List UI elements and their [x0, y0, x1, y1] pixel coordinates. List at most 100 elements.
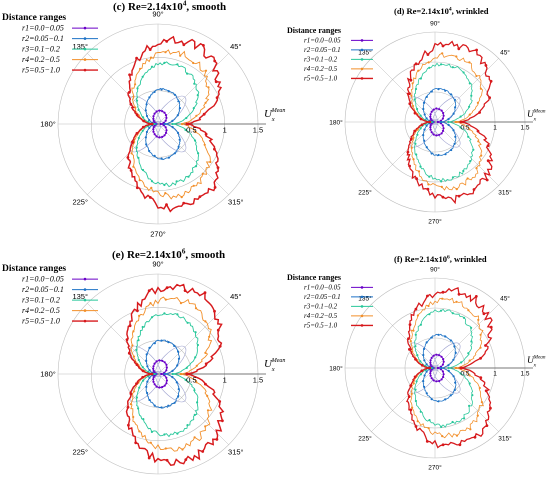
legend-entry: r4=0.2−0.5 — [304, 312, 338, 320]
series-r5-point — [135, 363, 139, 366]
series-r5-point — [141, 375, 145, 379]
series-r4-point — [203, 143, 206, 146]
legend-swatch-marker — [83, 58, 87, 61]
series-r3-point — [141, 168, 145, 172]
grid-spoke — [157, 53, 229, 125]
series-r4-point — [466, 177, 469, 180]
series-r2-point — [425, 95, 428, 98]
series-r4-point — [149, 56, 153, 59]
series-r3-point — [428, 313, 431, 316]
series-r2-point — [453, 98, 456, 101]
series-r5-point — [475, 48, 478, 52]
angle-label: 270° — [150, 230, 166, 239]
legend-entry: r3=0.1−0.2 — [22, 296, 60, 305]
grid-spoke — [157, 303, 229, 375]
legend-swatch-marker — [360, 58, 364, 61]
radial-axis-label-sup: Mean — [533, 355, 546, 361]
series-r1-point — [432, 354, 435, 357]
legend-title: Distance ranges — [2, 264, 66, 274]
series-r2-point — [153, 342, 156, 345]
series-r4-point — [441, 297, 444, 300]
series-r3-point — [153, 122, 156, 126]
series-r2-point — [452, 375, 455, 378]
series-r5-point — [182, 201, 186, 205]
series-r1-point — [429, 372, 432, 375]
series-r2-point — [450, 148, 453, 152]
series-r2-point — [422, 107, 425, 111]
series-r3-point — [186, 321, 189, 324]
series-r2-point — [171, 369, 174, 372]
series-r4-point — [179, 302, 183, 305]
series-r2-point — [430, 152, 433, 155]
series-r2-point — [437, 153, 440, 157]
series-r3-point — [184, 128, 187, 131]
series-r1-point — [163, 384, 166, 387]
series-r5-point — [420, 123, 424, 127]
lobe-curve — [432, 342, 461, 371]
series-r2-point — [425, 392, 428, 395]
series-r4-point — [181, 122, 184, 126]
radial-axis-label-sub: x — [533, 116, 537, 122]
series-r1-point — [158, 386, 161, 389]
series-r4-point — [441, 435, 444, 438]
legend-swatch-marker — [83, 277, 87, 281]
series-r1-point — [164, 126, 167, 129]
series-r1-point — [435, 134, 438, 137]
series-r3-point — [141, 325, 144, 329]
lobe-curve — [409, 342, 438, 371]
legend-title: Distance ranges — [2, 13, 66, 23]
series-r5-point — [473, 435, 477, 439]
series-r1-point — [441, 117, 444, 120]
series-r1-point — [441, 370, 444, 373]
legend-swatch-marker — [360, 305, 364, 308]
series-r5-point — [457, 47, 461, 51]
series-r2-point — [449, 339, 452, 342]
series-r3-point — [414, 333, 417, 336]
series-r2-point — [173, 93, 176, 96]
series-r3-point — [194, 356, 197, 359]
series-r3-point — [194, 165, 198, 168]
series-r4-point — [410, 94, 413, 97]
series-r2-point — [178, 107, 181, 110]
series-r4-point — [427, 304, 430, 308]
series-r1-point — [429, 124, 432, 127]
series-r1-point — [432, 379, 435, 382]
series-r5-point — [142, 119, 146, 123]
polar-panel-3: 45°90°135°180°225°270°315°0.511.5UxMean(… — [2, 248, 285, 475]
series-r3-point — [451, 66, 454, 69]
series-r3-point — [194, 331, 197, 334]
series-r5-point — [489, 79, 493, 83]
series-r1-point — [430, 377, 433, 380]
series-r5-point — [485, 424, 489, 427]
series-r2-point — [145, 114, 149, 118]
series-r4-point — [417, 69, 420, 72]
series-r5-point — [415, 177, 418, 181]
series-r1-point — [155, 385, 158, 388]
angle-label: 225° — [358, 188, 372, 196]
series-r4-point — [195, 114, 198, 117]
series-r5-point — [126, 156, 130, 159]
series-r3-point — [196, 401, 199, 404]
series-r5-point — [441, 443, 445, 447]
series-r5-point — [213, 309, 216, 313]
series-r4-point — [138, 179, 141, 182]
series-r3-point — [471, 394, 474, 397]
series-r5-point — [441, 290, 445, 294]
series-r1-point — [165, 382, 168, 385]
series-r3-point — [447, 366, 450, 370]
series-r5-point — [128, 324, 132, 328]
series-r3-point — [414, 142, 417, 145]
series-r2-point — [177, 357, 181, 360]
series-r2-point — [422, 380, 425, 383]
series-r3-point — [419, 165, 422, 168]
series-r4-point — [204, 351, 207, 354]
series-r5-point — [457, 194, 461, 198]
series-r1-point — [435, 380, 438, 383]
series-r3-point — [451, 176, 455, 179]
series-r2-point — [444, 335, 447, 338]
series-r4-point — [194, 130, 197, 134]
series-r1-point — [159, 122, 162, 126]
legend-entry: r2=0.05−0.1 — [22, 285, 64, 294]
series-r3-point — [137, 407, 140, 410]
